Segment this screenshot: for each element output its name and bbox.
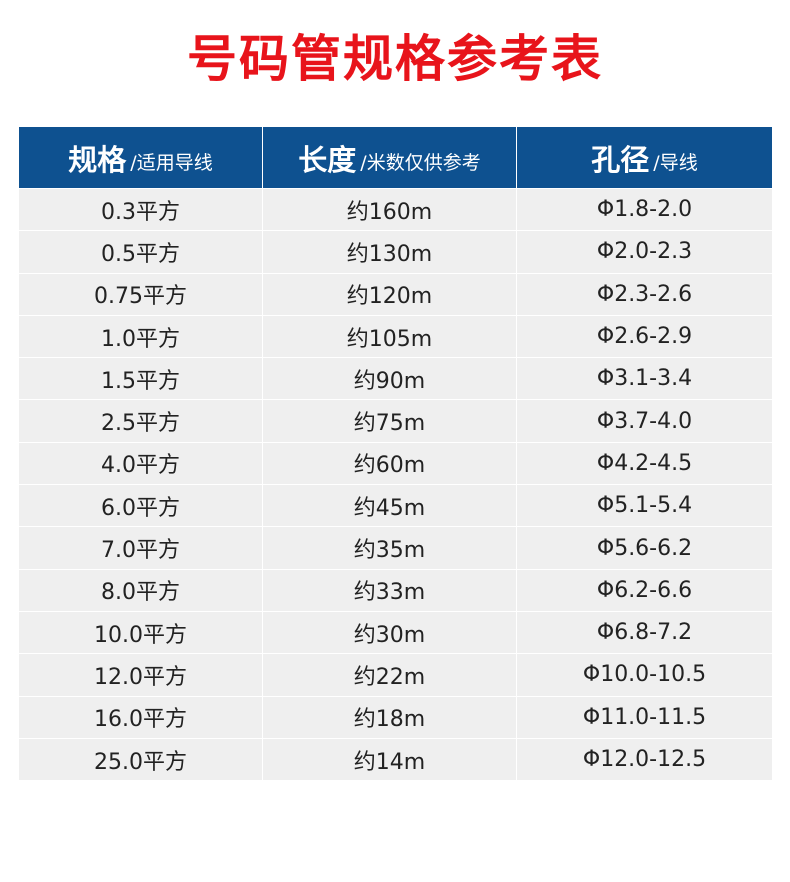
table-cell: 约30m (263, 611, 517, 654)
table-row: 4.0平方 约60m Φ4.2-4.5 (19, 441, 772, 485)
table-row: 0.3平方 约160m Φ1.8-2.0 (19, 188, 772, 231)
column-header: 长度/米数仅供参考 (263, 127, 517, 188)
table-cell: 约45m (263, 485, 517, 527)
column-header-main: 孔径 (591, 142, 650, 177)
table-row: 1.0平方 约105m Φ2.6-2.9 (19, 314, 772, 358)
table-row: 25.0平方 约14m Φ12.0-12.5 (19, 737, 772, 781)
table-cell: 6.0平方 (19, 485, 263, 527)
table-cell: 2.5平方 (19, 400, 263, 442)
table-cell: 1.5平方 (19, 358, 263, 400)
table-cell: Φ2.3-2.6 (596, 281, 693, 307)
table-row: 16.0平方 约18m Φ11.0-11.5 (19, 695, 772, 738)
column-header-sub: /适用导线 (130, 152, 213, 174)
page-title: 号码管规格参考表 (187, 30, 603, 88)
table-cell: Φ11.0-11.5 (582, 704, 707, 730)
column-header-sub: /导线 (653, 152, 698, 174)
table-cell: 约18m (263, 696, 517, 738)
table-row: 1.5平方 约90m Φ3.1-3.4 (19, 357, 772, 400)
table-row: 2.5平方 约75m Φ3.7-4.0 (19, 399, 772, 442)
column-header-sub: /米数仅供参考 (360, 152, 481, 174)
table-cell: 10.0平方 (19, 611, 263, 654)
table-cell: Φ3.7-4.0 (596, 408, 693, 434)
table-cell: 约75m (263, 400, 517, 442)
table-body: 0.3平方 约160m Φ1.8-2.0 0.5平方 约130m Φ2.0-2.3 0.75… (19, 188, 772, 781)
table-cell: 约90m (263, 358, 517, 400)
column-header: 孔径/导线 (517, 127, 772, 188)
table-cell: Φ6.8-7.2 (596, 620, 693, 646)
table-row: 12.0平方 约22m Φ10.0-10.5 (19, 653, 772, 696)
table-cell: 约130m (263, 231, 517, 273)
table-cell: 约35m (263, 527, 517, 569)
table-cell: Φ6.2-6.6 (596, 577, 693, 603)
table-cell: 约60m (263, 442, 517, 485)
table-cell: 8.0平方 (19, 569, 263, 611)
table-cell: 0.3平方 (19, 189, 263, 231)
table-row: 0.5平方 约130m Φ2.0-2.3 (19, 230, 772, 273)
table-cell: 1.0平方 (19, 315, 263, 358)
table-cell: Φ5.1-5.4 (596, 493, 693, 519)
table-cell: 0.5平方 (19, 231, 263, 273)
table-row: 7.0平方 约35m Φ5.6-6.2 (19, 526, 772, 569)
table-row: 6.0平方 约45m Φ5.1-5.4 (19, 484, 772, 527)
table-cell: Φ10.0-10.5 (582, 662, 707, 688)
table-cell: 4.0平方 (19, 442, 263, 485)
table-cell: Φ5.6-6.2 (596, 535, 693, 561)
table-header: 规格/适用导线 长度/米数仅供参考 孔径/导线 (19, 127, 772, 188)
table-cell: 约120m (263, 273, 517, 315)
table-cell: Φ4.2-4.5 (596, 450, 693, 476)
table-row: 10.0平方 约30m Φ6.8-7.2 (19, 610, 772, 654)
table-cell: 约14m (263, 738, 517, 781)
column-header: 规格/适用导线 (19, 127, 263, 188)
table-cell: Φ2.6-2.9 (596, 324, 693, 350)
column-header-main: 规格 (68, 142, 127, 177)
table-cell: 12.0平方 (19, 654, 263, 696)
table-cell: Φ12.0-12.5 (582, 747, 707, 772)
table-row: 8.0平方 约33m Φ6.2-6.6 (19, 568, 772, 611)
spec-table: 规格/适用导线 长度/米数仅供参考 孔径/导线 0.3平方 约160m Φ1.8-2.0… (19, 127, 772, 781)
table-cell: 约105m (263, 315, 517, 358)
table-cell: 约33m (263, 569, 517, 611)
column-header-main: 长度 (298, 142, 357, 177)
table-cell: Φ2.0-2.3 (596, 239, 693, 265)
table-cell: Φ1.8-2.0 (596, 197, 693, 223)
table-cell: 0.75平方 (19, 273, 263, 315)
table-cell: 16.0平方 (19, 696, 263, 738)
table-row: 0.75平方 约120m Φ2.3-2.6 (19, 272, 772, 315)
table-cell: 约160m (263, 189, 517, 231)
table-cell: 约22m (263, 654, 517, 696)
table-cell: Φ3.1-3.4 (596, 366, 693, 392)
table-cell: 25.0平方 (19, 738, 263, 781)
table-cell: 7.0平方 (19, 527, 263, 569)
